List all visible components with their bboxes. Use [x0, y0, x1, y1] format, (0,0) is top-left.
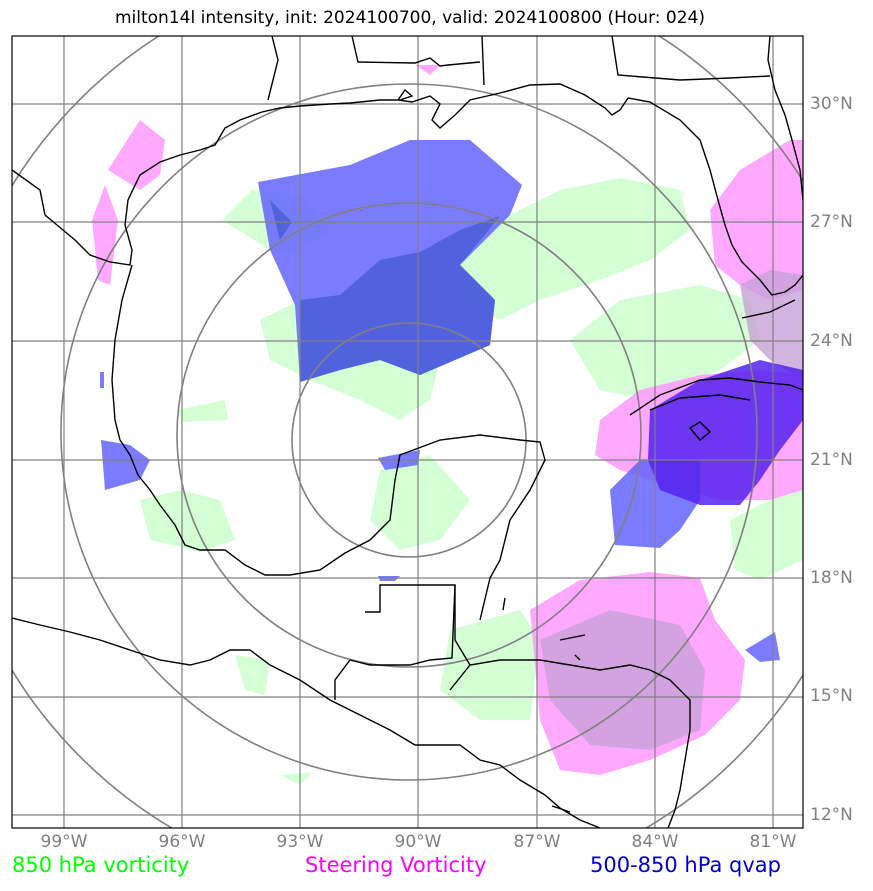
lon-label-96w: 96°W — [158, 832, 206, 852]
qvap-purple-layer — [648, 360, 803, 505]
lat-label-24n: 24°N — [810, 331, 853, 351]
lat-label-21n: 21°N — [810, 450, 853, 470]
page-title: milton14l intensity, init: 2024100700, v… — [114, 8, 705, 28]
lat-label-12n: 12°N — [810, 805, 853, 825]
lat-label-15n: 15°N — [810, 686, 853, 706]
map-frame — [11, 35, 804, 829]
lon-label-93w: 93°W — [276, 832, 324, 852]
lat-label-27n: 27°N — [810, 212, 853, 232]
overlap-layer — [540, 270, 803, 750]
legend-steering-vorticity: Steering Vorticity — [305, 853, 487, 877]
gridlines — [12, 36, 803, 828]
lat-label-18n: 18°N — [810, 568, 853, 588]
lon-label-84w: 84°W — [631, 832, 679, 852]
lon-label-87w: 87°W — [513, 832, 561, 852]
coastlines — [12, 36, 803, 828]
lat-label-30n: 30°N — [810, 94, 853, 114]
lon-label-99w: 99°W — [40, 832, 88, 852]
lon-label-90w: 90°W — [394, 832, 442, 852]
legend-qvap: 500-850 hPa qvap — [590, 853, 781, 877]
legend-850-vorticity: 850 hPa vorticity — [12, 853, 190, 877]
lon-label-81w: 81°W — [749, 832, 797, 852]
